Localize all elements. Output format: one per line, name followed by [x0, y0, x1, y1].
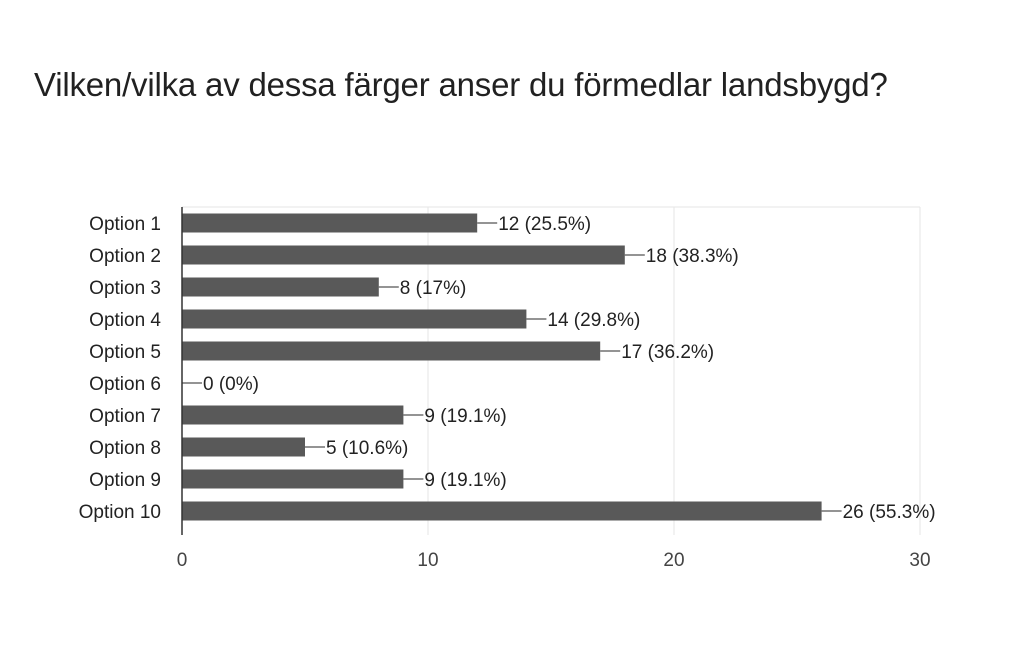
- category-labels: Option 1 Option 2 Option 3 Option 4 Option 5…: [79, 214, 162, 523]
- leader-lines: [182, 222, 842, 512]
- category-label: Option 4: [89, 310, 161, 331]
- category-label: Option 9: [89, 470, 161, 491]
- category-label: Option 10: [79, 502, 161, 523]
- bar: [182, 437, 305, 457]
- data-label: 14 (29.8%): [547, 310, 640, 331]
- category-label: Option 1: [89, 214, 161, 235]
- bar: [182, 405, 404, 425]
- data-label: 5 (10.6%): [326, 438, 408, 459]
- category-label: Option 3: [89, 278, 161, 299]
- bar: [182, 469, 404, 489]
- data-label: 9 (19.1%): [424, 406, 506, 427]
- data-label: 8 (17%): [400, 278, 467, 299]
- category-label: Option 7: [89, 406, 161, 427]
- category-label: Option 2: [89, 246, 161, 267]
- bar: [182, 245, 625, 265]
- data-label: 17 (36.2%): [621, 342, 714, 363]
- x-tick-label: 20: [663, 550, 684, 571]
- data-label: 18 (38.3%): [646, 246, 739, 267]
- x-tick-label: 30: [909, 550, 930, 571]
- category-label: Option 6: [89, 374, 161, 395]
- data-label: 9 (19.1%): [424, 470, 506, 491]
- data-label: 0 (0%): [203, 374, 259, 395]
- bar: [182, 213, 478, 233]
- bar: [182, 501, 822, 521]
- x-tick-labels: 0 10 20 30: [177, 550, 931, 571]
- data-label: 12 (25.5%): [498, 214, 591, 235]
- bars: [182, 213, 822, 521]
- bar: [182, 309, 527, 329]
- data-label: 26 (55.3%): [843, 502, 936, 523]
- bar: [182, 277, 379, 297]
- chart-title: Vilken/vilka av dessa färger anser du fö…: [34, 66, 888, 103]
- value-labels: 12 (25.5%) 18 (38.3%) 8 (17%) 14 (29.8%) 17 …: [203, 214, 936, 523]
- category-label: Option 5: [89, 342, 161, 363]
- x-tick-label: 0: [177, 550, 188, 571]
- x-tick-label: 10: [417, 550, 438, 571]
- bar: [182, 341, 601, 361]
- category-label: Option 8: [89, 438, 161, 459]
